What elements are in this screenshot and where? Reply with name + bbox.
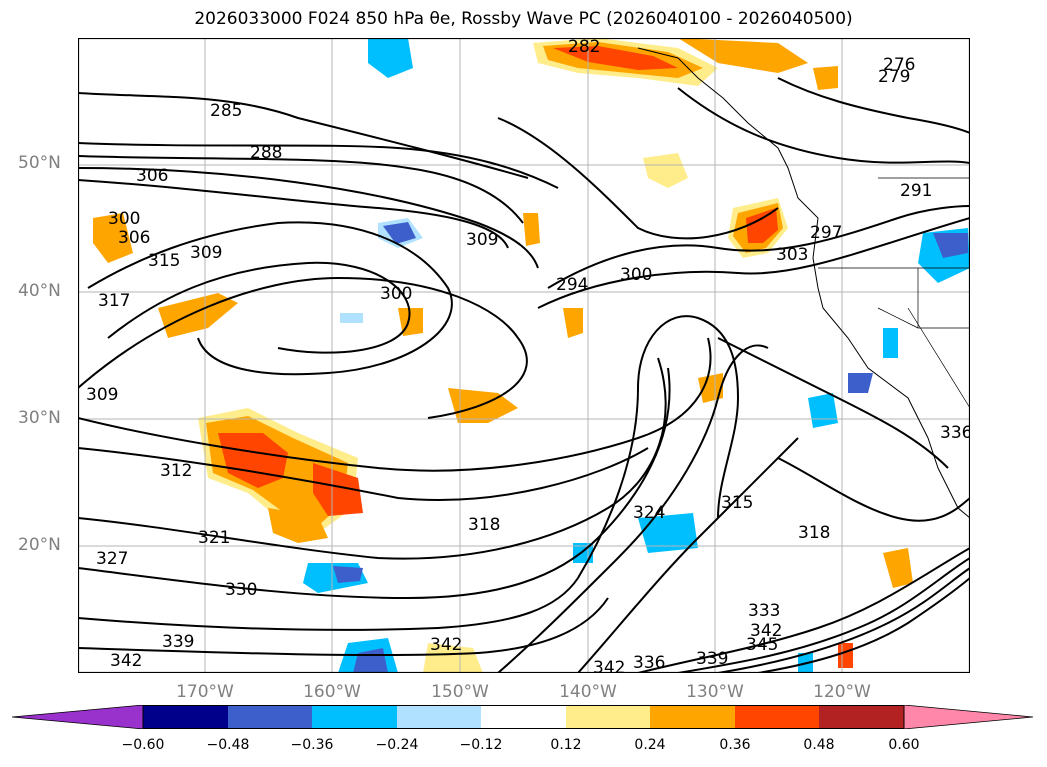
contour-label: 342 — [593, 658, 625, 673]
map-panel: 282 276 279 285 288 306 300 306 315 309 … — [78, 38, 970, 673]
contour-label: 312 — [160, 461, 192, 481]
state-borders — [818, 177, 970, 409]
colorbar-segment-2 — [228, 705, 312, 729]
contour-label: 327 — [96, 549, 128, 569]
contour-label: 345 — [746, 635, 778, 655]
contour-label: 330 — [225, 580, 257, 600]
contour-label: 317 — [98, 291, 130, 311]
colorbar-tick: −0.12 — [459, 737, 503, 753]
contour-label: 300 — [620, 265, 652, 285]
contour-label: 288 — [250, 143, 282, 163]
colorbar-segment-0 — [12, 705, 144, 729]
lon-label: 160°W — [303, 682, 361, 702]
colorbar-segment-9 — [819, 705, 904, 729]
contour-label: 285 — [210, 101, 242, 121]
contour-label: 324 — [633, 503, 665, 523]
contour-label: 315 — [721, 493, 753, 513]
lat-label: 30°N — [18, 408, 61, 428]
contour-label: 333 — [748, 601, 780, 621]
cool-anomaly-shading — [303, 38, 970, 673]
colorbar — [12, 705, 1034, 729]
chart-title: 2026033000 F024 850 hPa θe, Rossby Wave … — [194, 9, 853, 29]
contour-label: 306 — [118, 228, 150, 248]
colorbar-segment-1 — [143, 705, 228, 729]
colorbar-segment-3 — [312, 705, 397, 729]
colorbar-segment-8 — [735, 705, 819, 729]
theta-e-contours — [78, 77, 970, 673]
contour-label: 309 — [86, 385, 118, 405]
lon-label: 170°W — [176, 682, 234, 702]
contour-label: 294 — [556, 275, 588, 295]
contour-label: 318 — [468, 515, 500, 535]
map-gridlines — [78, 38, 970, 673]
contour-label: 336 — [633, 653, 665, 673]
contour-label: 321 — [198, 528, 230, 548]
map-plot: 282 276 279 285 288 306 300 306 315 309 … — [78, 38, 970, 673]
contour-label: 342 — [430, 635, 462, 655]
contour-label: 336 — [940, 423, 970, 443]
contour-label: 276 — [883, 55, 915, 75]
colorbar-segment-7 — [650, 705, 735, 729]
contour-label: 282 — [568, 38, 600, 57]
lat-label: 20°N — [18, 535, 61, 555]
colorbar-segment-6 — [566, 705, 650, 729]
contour-labels: 282 276 279 285 288 306 300 306 315 309 … — [86, 38, 970, 673]
coastline — [637, 47, 970, 519]
contour-label: 342 — [750, 621, 782, 641]
lat-label: 40°N — [18, 281, 61, 301]
contour-label: 339 — [696, 649, 728, 669]
contour-label: 318 — [798, 523, 830, 543]
contour-label: 291 — [900, 181, 932, 201]
contour-label: 342 — [110, 651, 142, 671]
colorbar-segment-10 — [903, 705, 1034, 729]
contour-label: 339 — [162, 632, 194, 652]
lon-label: 150°W — [431, 682, 489, 702]
colorbar-tick: −0.60 — [121, 737, 165, 753]
contour-label: 297 — [810, 223, 842, 243]
colorbar-tick: −0.36 — [290, 737, 334, 753]
colorbar-tick: 0.60 — [888, 737, 920, 753]
contour-label: 309 — [466, 230, 498, 250]
lon-label: 140°W — [559, 682, 617, 702]
contour-label: 279 — [878, 67, 910, 87]
contour-label: 303 — [776, 245, 808, 265]
contour-label: 300 — [380, 284, 412, 304]
lon-label: 130°W — [686, 682, 744, 702]
contour-label: 309 — [190, 243, 222, 263]
colorbar-tick: 0.12 — [550, 737, 582, 753]
colorbar-tick: 0.24 — [634, 737, 666, 753]
lat-label: 50°N — [18, 153, 61, 173]
colorbar-segment-5 — [481, 705, 566, 729]
colorbar-tick: −0.24 — [375, 737, 419, 753]
lon-label: 120°W — [813, 682, 871, 702]
contour-label: 300 — [108, 209, 140, 229]
colorbar-segment-4 — [397, 705, 481, 729]
contour-label: 315 — [148, 251, 180, 271]
contour-label: 306 — [136, 166, 168, 186]
colorbar-tick: −0.48 — [206, 737, 250, 753]
colorbar-tick: 0.36 — [719, 737, 751, 753]
colorbar-tick: 0.48 — [803, 737, 835, 753]
